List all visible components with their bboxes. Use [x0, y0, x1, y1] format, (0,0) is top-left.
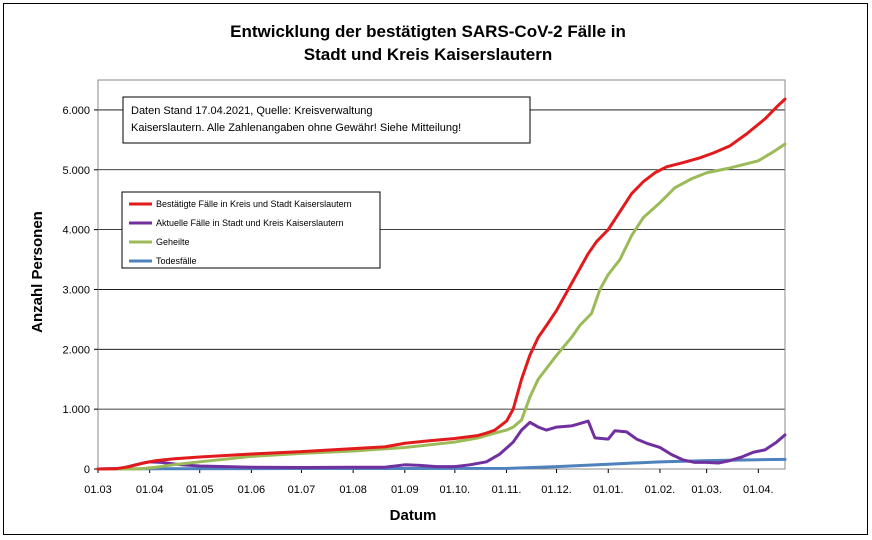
x-tick-label: 01.01.	[593, 484, 624, 496]
x-tick-label: 01.10.	[440, 484, 471, 496]
x-tick-label: 01.06	[238, 484, 266, 496]
chart-title-line-2: Stadt und Kreis Kaiserslautern	[304, 45, 552, 64]
y-tick-label: 4.000	[62, 225, 90, 237]
x-tick-label: 01.05	[186, 484, 214, 496]
series-lines	[96, 97, 787, 471]
y-axis-ticks: 0 1.000 2.000 3.000 4.000 5.000 6.000	[62, 105, 98, 476]
y-tick-label: 1.000	[62, 404, 90, 416]
legend-label: Aktuelle Fälle in Stadt und Kreis Kaiser…	[156, 218, 344, 228]
legend-items: Bestätigte Fälle in Kreis und Stadt Kais…	[129, 199, 352, 266]
y-tick-label: 2.000	[62, 344, 90, 356]
series-line-3	[96, 142, 787, 471]
series-line-1	[96, 97, 787, 471]
annotation-line-2: Kaiserslautern. Alle Zahlenangaben ohne …	[131, 122, 461, 134]
legend-frame	[121, 191, 381, 269]
legend-label: Bestätigte Fälle in Kreis und Stadt Kais…	[156, 199, 352, 209]
annotation-box: Daten Stand 17.04.2021, Quelle: Kreisver…	[122, 96, 531, 144]
x-tick-label: 01.03.	[691, 484, 722, 496]
x-axis-label: Datum	[390, 507, 437, 524]
y-tick-label: 5.000	[62, 165, 90, 177]
legend-label: Geheilte	[156, 237, 190, 247]
chart-frame	[3, 3, 868, 535]
legend: Bestätigte Fälle in Kreis und Stadt Kais…	[121, 191, 381, 269]
x-tick-label: 01.12.	[541, 484, 572, 496]
x-tick-label: 01.09	[391, 484, 419, 496]
x-axis-ticks: 01.03 01.04 01.05 01.06 01.07 01.08 01.09 01.10…	[84, 469, 774, 496]
y-tick-label: 0	[84, 464, 90, 476]
y-tick-label: 3.000	[62, 284, 90, 296]
annotation-line-1: Daten Stand 17.04.2021, Quelle: Kreisver…	[131, 105, 373, 117]
chart-title-line-1: Entwicklung der bestätigten SARS-CoV-2 F…	[230, 22, 626, 41]
x-tick-label: 01.03	[84, 484, 112, 496]
x-tick-label: 01.11.	[492, 484, 522, 496]
legend-label: Todesfälle	[156, 256, 197, 266]
annotation-frame	[122, 96, 531, 144]
y-axis-label: Anzahl Personen	[29, 211, 46, 333]
x-tick-label: 01.02.	[645, 484, 676, 496]
x-tick-label: 01.04.	[743, 484, 774, 496]
x-tick-label: 01.04	[136, 484, 164, 496]
x-tick-label: 01.07	[288, 484, 316, 496]
series-line-2	[96, 419, 787, 471]
y-tick-label: 6.000	[62, 105, 90, 117]
x-tick-label: 01.08	[339, 484, 367, 496]
